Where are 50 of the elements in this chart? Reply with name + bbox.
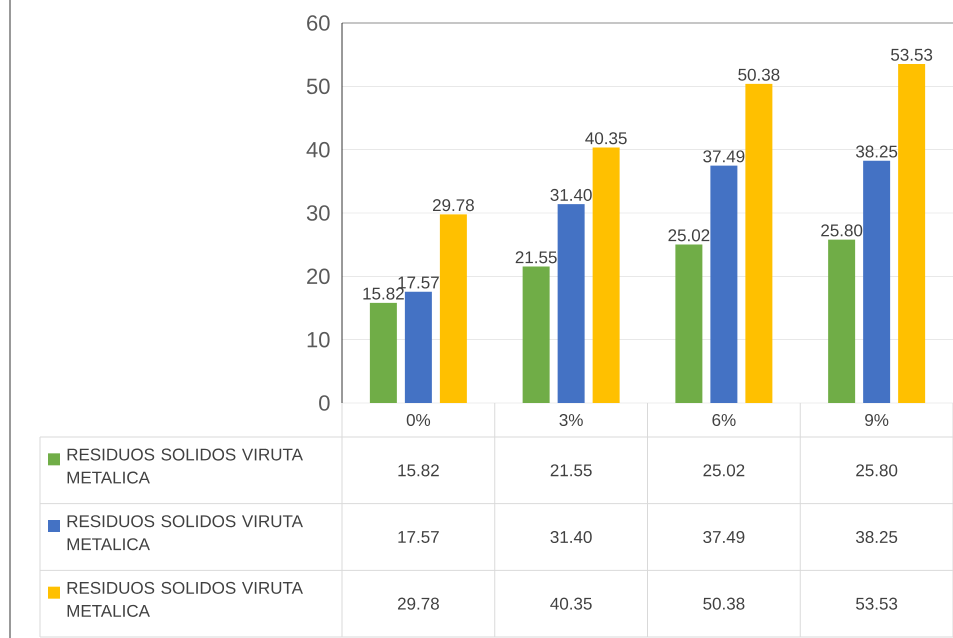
bar <box>404 292 432 404</box>
bar <box>370 302 397 404</box>
y-tick-label: 30 <box>306 205 330 221</box>
y-tick-label: 10 <box>308 332 330 348</box>
bar <box>828 240 856 404</box>
x-tick-label: 6% <box>712 414 736 426</box>
bar <box>745 84 772 404</box>
bar <box>522 266 550 404</box>
text: 50.38 <box>738 68 780 81</box>
bar <box>710 166 738 404</box>
y-tick-label: 60 <box>307 15 330 31</box>
legend-label: RESIDUOS SOLIDOS VIRUTA METALICA <box>68 515 303 550</box>
bar <box>863 160 890 404</box>
x-tick-label: 3% <box>559 414 583 426</box>
text: 31.40 <box>550 188 592 201</box>
data-label: 31.40 <box>550 530 592 544</box>
text: 38.25 <box>856 146 898 158</box>
bar <box>898 64 926 404</box>
bar <box>675 244 702 404</box>
text: 25.02 <box>668 229 710 242</box>
text: 17.57 <box>398 276 439 289</box>
bar <box>592 147 620 404</box>
data-label: 37.49 <box>703 530 744 544</box>
data-label: 29.78 <box>398 598 439 610</box>
bar <box>558 204 585 404</box>
bar <box>440 214 467 404</box>
text: 25.80 <box>821 224 862 236</box>
legend-label: RESIDUOS SOLIDOS VIRUTA METALICA <box>68 582 303 617</box>
y-tick-label: 50 <box>306 78 330 94</box>
text: 53.53 <box>891 48 932 61</box>
x-tick-label: 0% <box>406 414 430 426</box>
y-tick-label: 20 <box>307 268 330 284</box>
data-label: 21.55 <box>550 464 592 476</box>
text: 21.55 <box>516 251 557 264</box>
text: 40.35 <box>585 132 627 144</box>
data-label: 25.02 <box>703 464 744 476</box>
data-label: 53.53 <box>856 598 898 610</box>
data-label: 50.38 <box>703 598 744 610</box>
y-tick-label: 0 <box>319 395 330 411</box>
y-tick-label: 40 <box>306 142 330 158</box>
data-label: 25.80 <box>856 464 898 476</box>
data-label: 17.57 <box>398 531 439 543</box>
text: 37.49 <box>703 150 744 162</box>
text: 15.82 <box>363 288 404 300</box>
data-label: 40.35 <box>550 598 592 610</box>
legend-label: RESIDUOS SOLIDOS VIRUTA METALICA <box>68 448 303 484</box>
data-label: 38.25 <box>856 530 898 544</box>
x-tick-label: 9% <box>865 414 888 426</box>
data-label: 15.82 <box>398 464 439 476</box>
text: 29.78 <box>432 199 474 212</box>
